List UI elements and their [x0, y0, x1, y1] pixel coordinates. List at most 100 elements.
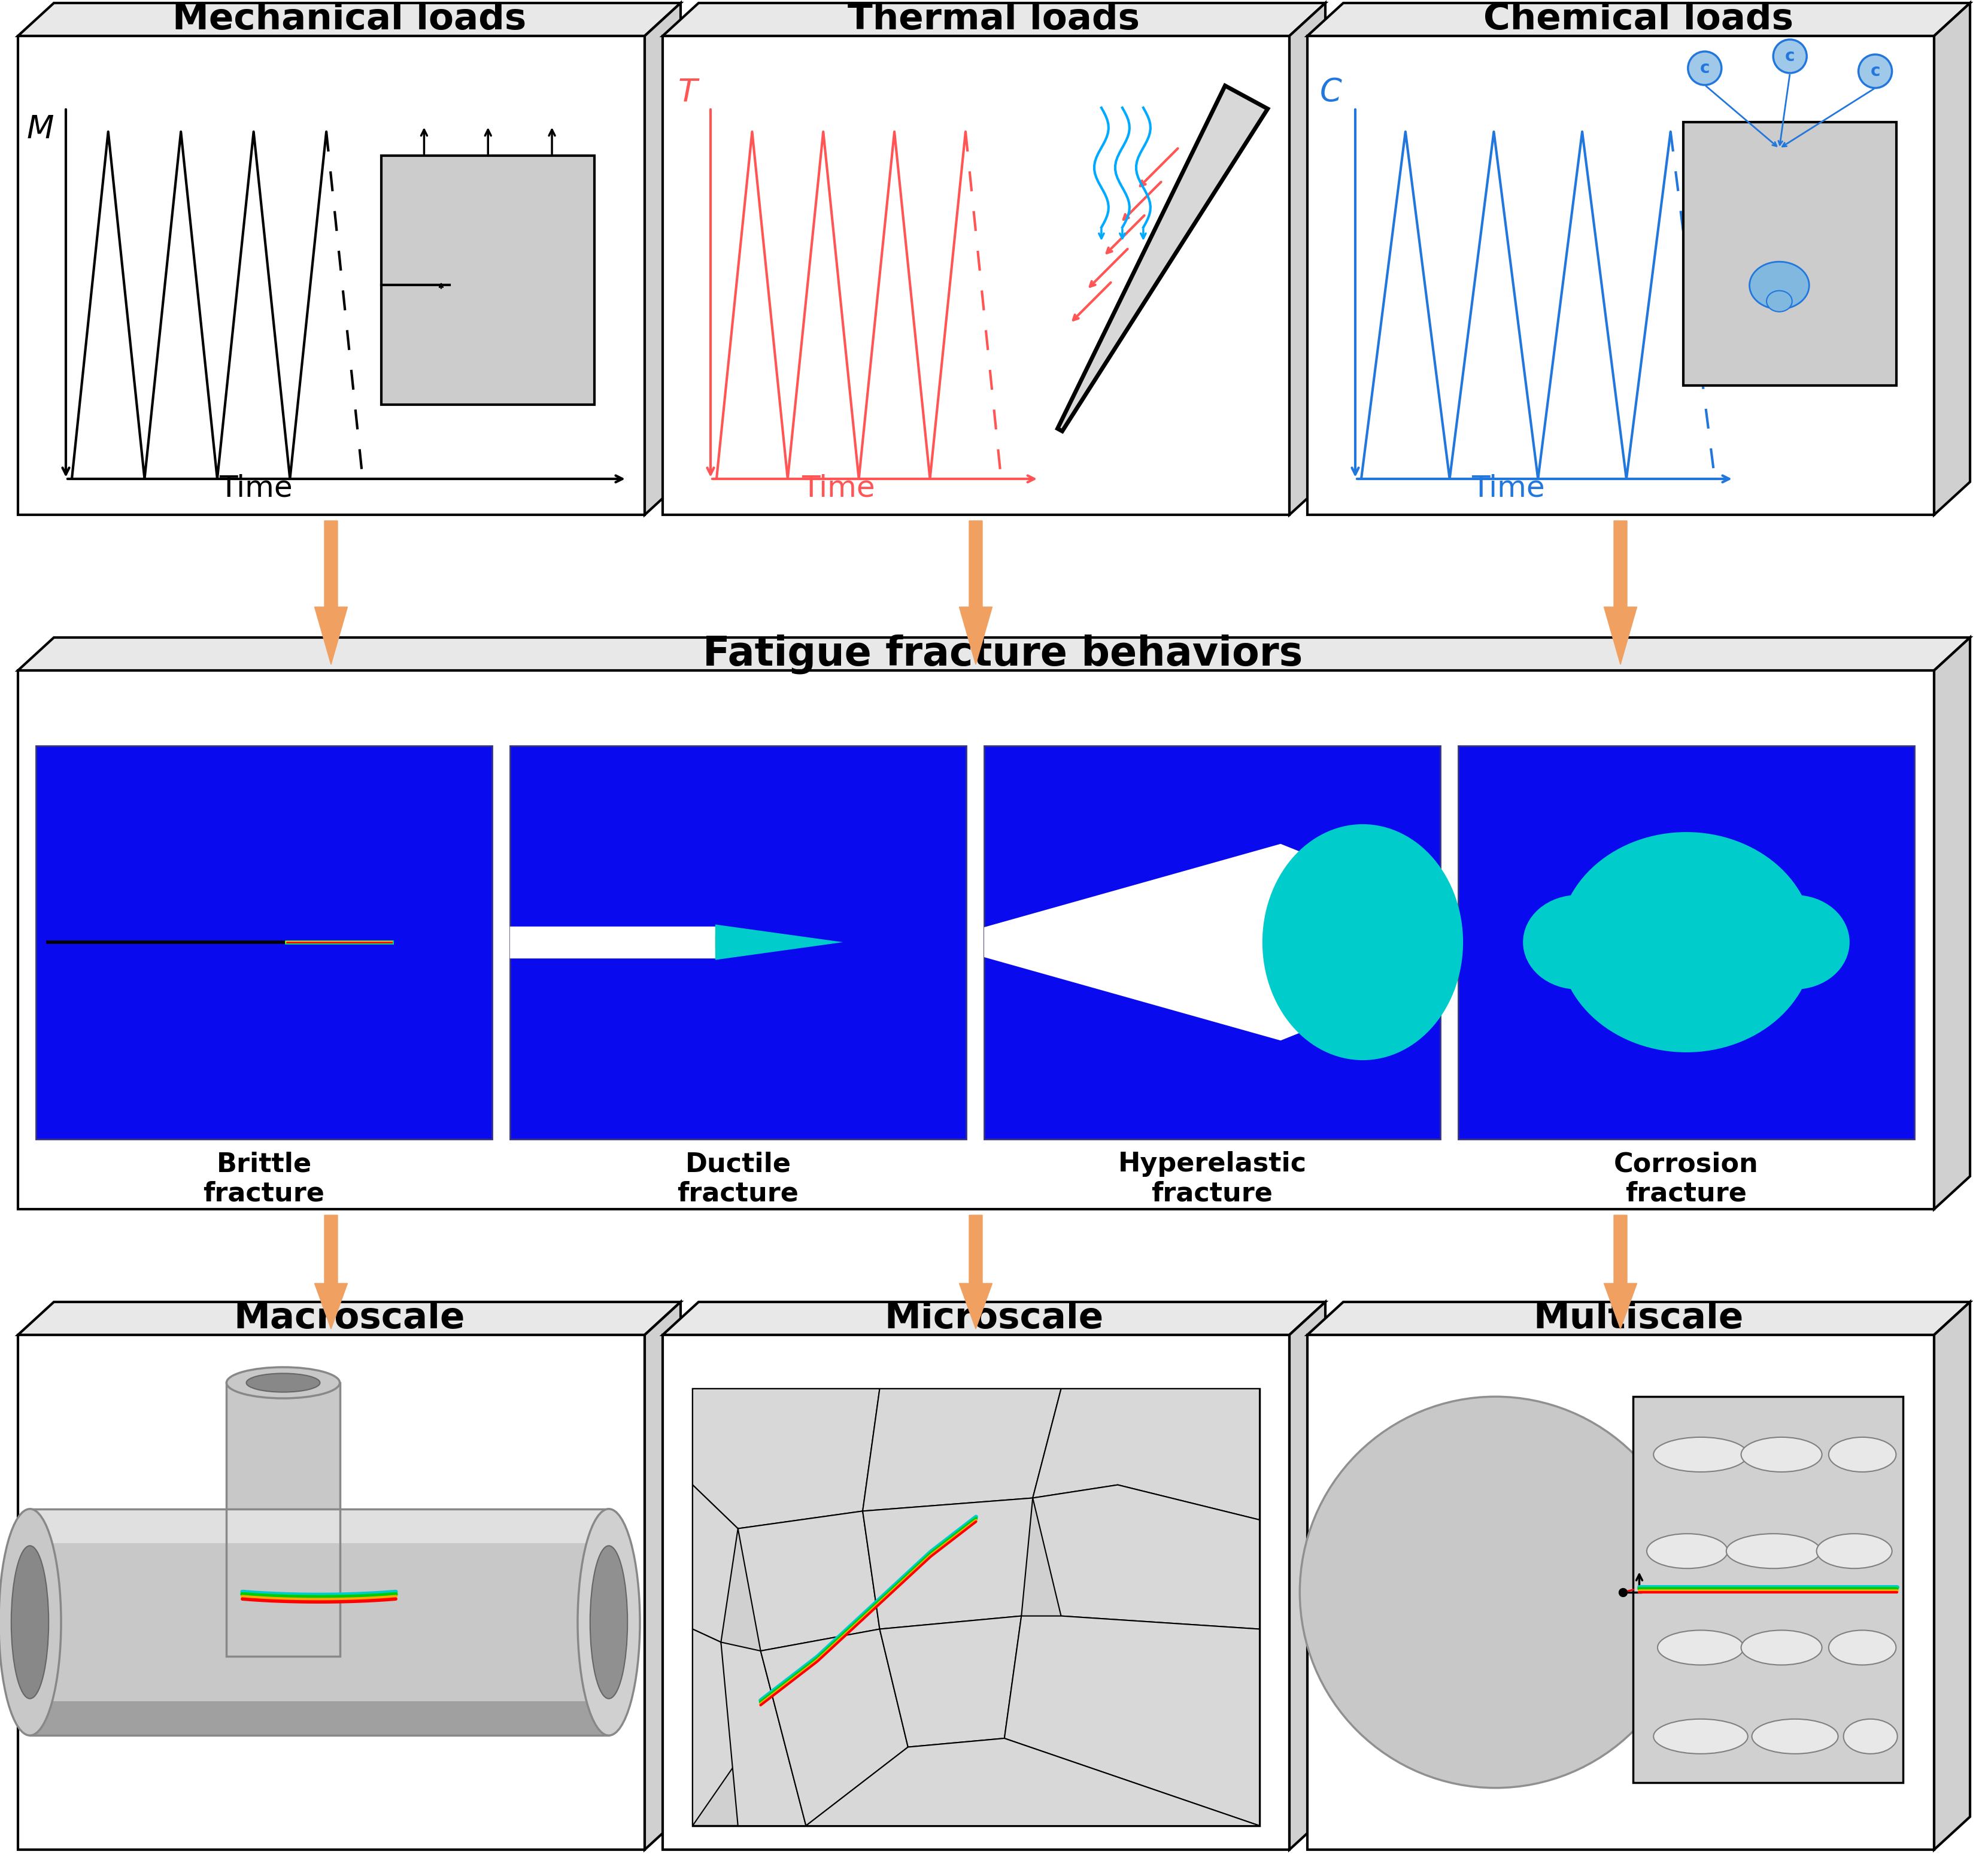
Ellipse shape — [1584, 912, 1652, 972]
Ellipse shape — [1582, 852, 1791, 1032]
Circle shape — [1300, 1397, 1692, 1789]
Ellipse shape — [1767, 290, 1791, 311]
Ellipse shape — [1817, 1534, 1893, 1568]
Bar — [36, 745, 493, 1139]
Ellipse shape — [1741, 1630, 1821, 1665]
Bar — [30, 1510, 608, 1543]
Ellipse shape — [1654, 1437, 1747, 1472]
Polygon shape — [984, 845, 1439, 1041]
Polygon shape — [1308, 1335, 1934, 1851]
Bar — [227, 1382, 340, 1656]
Ellipse shape — [12, 1545, 48, 1699]
Text: Microscale: Microscale — [885, 1300, 1103, 1335]
Polygon shape — [662, 36, 1290, 515]
Polygon shape — [1004, 1616, 1260, 1826]
Polygon shape — [18, 4, 680, 36]
Polygon shape — [1934, 637, 1970, 1210]
Ellipse shape — [1322, 895, 1404, 989]
Polygon shape — [716, 931, 791, 953]
Ellipse shape — [1739, 895, 1849, 989]
Ellipse shape — [579, 1510, 640, 1736]
Text: c: c — [1871, 64, 1881, 81]
Polygon shape — [1290, 1302, 1326, 1851]
Polygon shape — [662, 1335, 1290, 1851]
Ellipse shape — [1829, 1437, 1897, 1472]
Ellipse shape — [1618, 922, 1664, 963]
Ellipse shape — [1654, 1719, 1747, 1753]
Text: Hyperelastic
fracture: Hyperelastic fracture — [1117, 1152, 1306, 1206]
Polygon shape — [1308, 4, 1970, 36]
Text: Time: Time — [1471, 474, 1545, 502]
Polygon shape — [805, 1738, 1260, 1826]
Text: Fatigue fracture behaviors: Fatigue fracture behaviors — [704, 635, 1302, 674]
Text: Ductile
fracture: Ductile fracture — [678, 1152, 799, 1206]
Ellipse shape — [1843, 1719, 1897, 1753]
Polygon shape — [692, 1630, 738, 1826]
Polygon shape — [1032, 1388, 1260, 1519]
Polygon shape — [18, 36, 644, 515]
Ellipse shape — [1829, 1630, 1897, 1665]
Ellipse shape — [1646, 1534, 1728, 1568]
Ellipse shape — [1523, 895, 1632, 989]
Bar — [1684, 122, 1897, 386]
Ellipse shape — [227, 1367, 340, 1399]
Polygon shape — [738, 1512, 879, 1650]
Polygon shape — [716, 937, 759, 948]
Text: Time: Time — [801, 474, 875, 502]
Circle shape — [1688, 51, 1722, 84]
Polygon shape — [761, 1630, 909, 1826]
Polygon shape — [1308, 1302, 1970, 1335]
Polygon shape — [1934, 1302, 1970, 1851]
Text: c: c — [1785, 49, 1795, 66]
Ellipse shape — [590, 1545, 628, 1699]
Text: T: T — [678, 77, 698, 109]
Text: M: M — [26, 114, 54, 144]
Polygon shape — [722, 1643, 805, 1826]
Text: Corrosion
fracture: Corrosion fracture — [1614, 1152, 1759, 1206]
Polygon shape — [960, 521, 992, 665]
Polygon shape — [716, 925, 843, 959]
Polygon shape — [18, 637, 1970, 671]
Ellipse shape — [1262, 824, 1463, 1060]
Ellipse shape — [1553, 903, 1642, 981]
Polygon shape — [863, 1498, 1032, 1630]
Text: Thermal loads: Thermal loads — [849, 2, 1139, 37]
Ellipse shape — [247, 1373, 320, 1392]
Bar — [382, 155, 594, 405]
Polygon shape — [314, 521, 348, 665]
Text: Mechanical loads: Mechanical loads — [173, 2, 527, 37]
Polygon shape — [1308, 36, 1934, 515]
Bar — [227, 1382, 340, 1656]
Text: Chemical loads: Chemical loads — [1483, 2, 1793, 37]
Polygon shape — [1032, 1485, 1260, 1630]
Text: Time: Time — [219, 474, 292, 502]
Polygon shape — [644, 4, 680, 515]
Ellipse shape — [1751, 1719, 1839, 1753]
Bar — [692, 1388, 1260, 1826]
Circle shape — [1773, 39, 1807, 73]
Ellipse shape — [1730, 903, 1821, 981]
Polygon shape — [314, 1216, 348, 1328]
Polygon shape — [18, 671, 1934, 1210]
Polygon shape — [692, 1388, 879, 1528]
Polygon shape — [1058, 86, 1268, 431]
Polygon shape — [1604, 521, 1636, 665]
Polygon shape — [644, 1302, 680, 1851]
Circle shape — [1859, 54, 1893, 88]
Bar — [511, 745, 966, 1139]
Polygon shape — [1604, 1216, 1636, 1328]
Text: C: C — [1320, 77, 1342, 109]
Text: Multiscale: Multiscale — [1533, 1300, 1743, 1335]
Text: Brittle
fracture: Brittle fracture — [203, 1152, 324, 1206]
Bar — [1634, 1397, 1903, 1783]
Polygon shape — [662, 4, 1326, 36]
Ellipse shape — [1632, 895, 1739, 989]
Bar — [30, 1701, 608, 1736]
Ellipse shape — [1606, 875, 1765, 1010]
Ellipse shape — [1710, 922, 1755, 963]
Polygon shape — [18, 1335, 644, 1851]
Bar — [1459, 745, 1914, 1139]
Ellipse shape — [1720, 912, 1787, 972]
Bar — [984, 745, 1439, 1139]
Bar — [30, 1510, 608, 1736]
